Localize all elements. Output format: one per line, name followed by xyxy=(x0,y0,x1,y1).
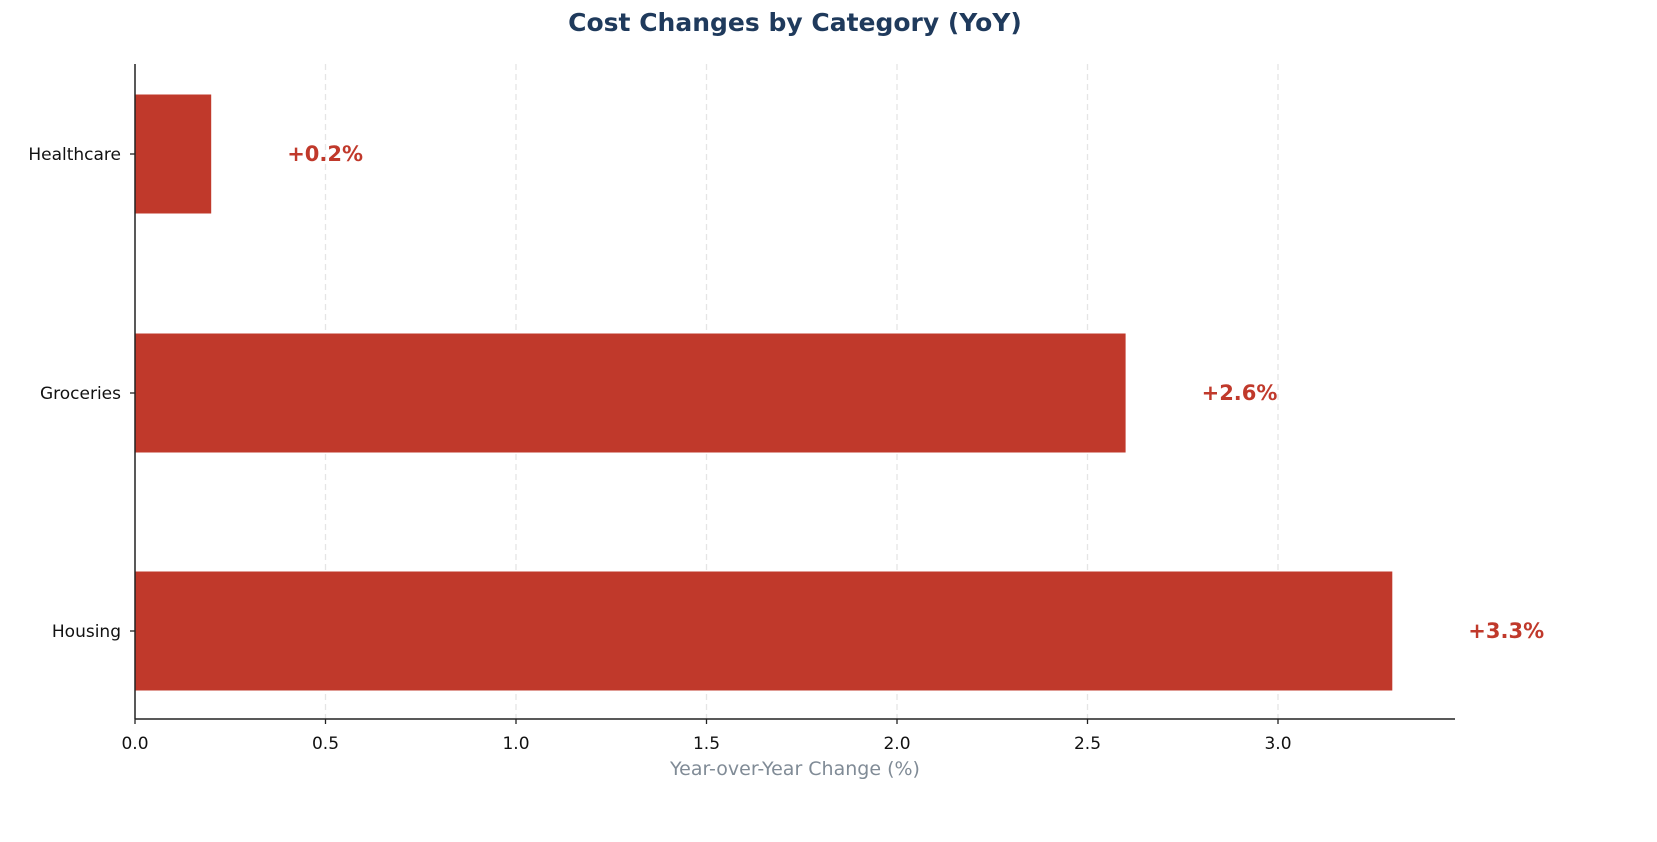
data-label: +3.3% xyxy=(1468,619,1544,643)
bar-groceries xyxy=(135,333,1126,453)
x-tick-label: 2.5 xyxy=(1074,734,1101,754)
bar-housing xyxy=(135,571,1393,691)
data-label: +2.6% xyxy=(1202,381,1278,405)
bar-healthcare xyxy=(135,94,212,214)
x-tick-label: 1.0 xyxy=(502,734,529,754)
y-tick-label: Healthcare xyxy=(28,145,121,165)
y-tick-label: Groceries xyxy=(40,384,121,404)
x-axis-label: Year-over-Year Change (%) xyxy=(670,758,920,780)
data-label: +0.2% xyxy=(287,142,363,166)
y-tick-label: Housing xyxy=(52,622,121,642)
x-tick-label: 2.0 xyxy=(883,734,910,754)
x-tick-label: 1.5 xyxy=(693,734,720,754)
x-tick-label: 0.5 xyxy=(312,734,339,754)
x-tick-label: 3.0 xyxy=(1264,734,1291,754)
x-tick-label: 0.0 xyxy=(121,734,148,754)
chart-title: Cost Changes by Category (YoY) xyxy=(568,8,1022,37)
